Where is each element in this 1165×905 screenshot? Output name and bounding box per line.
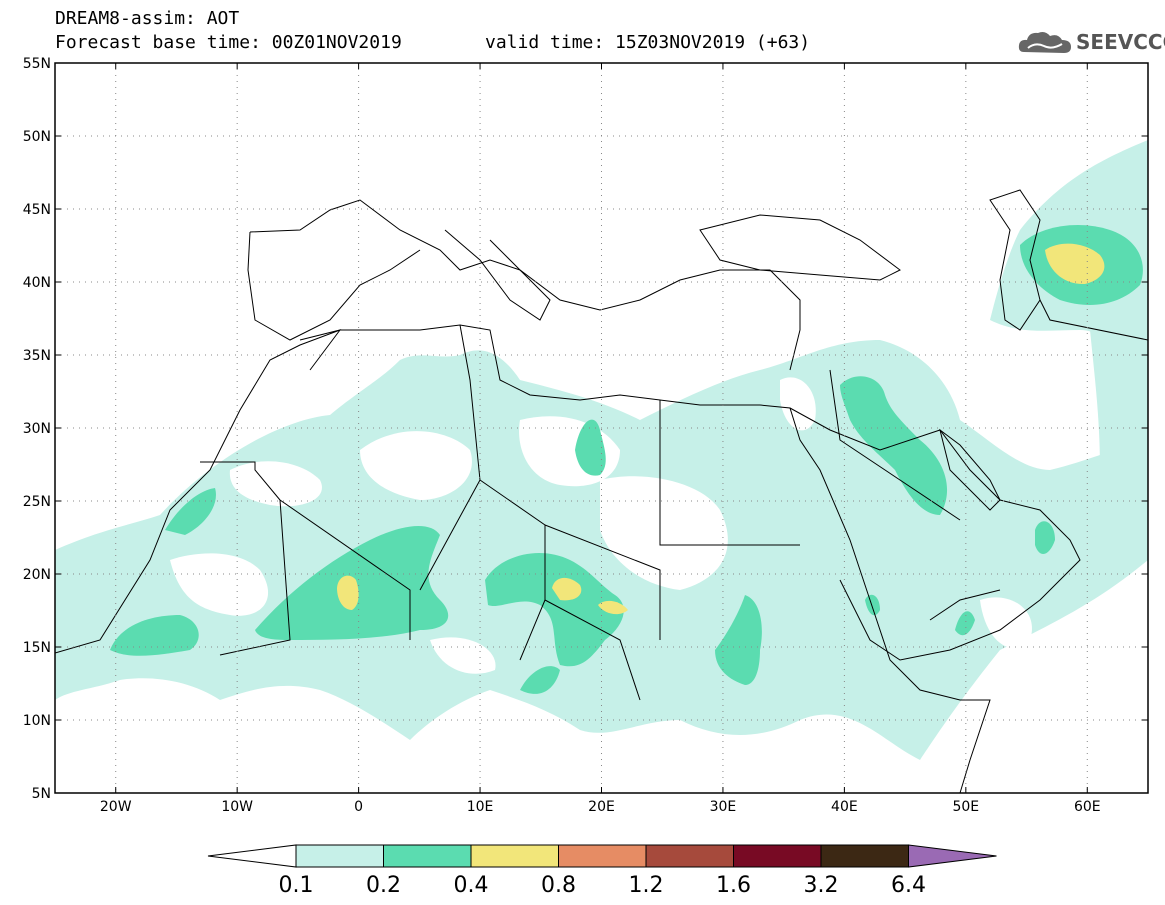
seevccc-logo: SEEVCCC xyxy=(1018,28,1165,58)
colorbar-label: 0.2 xyxy=(366,873,401,898)
persian-gulf-coastline xyxy=(939,428,1001,511)
aot-high-region xyxy=(552,577,582,601)
colorbar-swatch xyxy=(733,844,822,868)
colorbar-swatch xyxy=(470,844,559,868)
aot-medium-layer xyxy=(110,225,1143,694)
aot-high-region xyxy=(1045,243,1105,285)
arabia-coastline xyxy=(789,407,1081,661)
low-aot-gap xyxy=(600,476,728,590)
lon-tick-label: 60E xyxy=(1074,799,1101,815)
africa-coastline xyxy=(55,324,991,793)
lon-tick-label: 10E xyxy=(467,799,494,815)
logo-text: SEEVCCC xyxy=(1076,30,1165,54)
axis-ticks: 55N 50N 45N 40N 35N 30N 25N 20N 15N 10N 5N 20W 10W 0 1… xyxy=(23,56,1148,815)
lat-tick-label: 30N xyxy=(23,421,51,437)
aot-medium-region xyxy=(1035,521,1055,555)
lat-tick-label: 5N xyxy=(32,786,51,802)
colorbar-swatch xyxy=(820,844,909,868)
map-title: DREAM8-assim: AOT xyxy=(55,8,240,29)
colorbar-label: 0.4 xyxy=(454,873,489,898)
lat-tick-label: 15N xyxy=(23,640,51,656)
country-borders xyxy=(200,299,1148,701)
lon-tick-label: 30E xyxy=(710,799,737,815)
colorbar-labels: 0.1 0.2 0.4 0.8 1.2 1.6 3.2 6.4 xyxy=(279,873,927,898)
colorbar-swatches xyxy=(295,844,997,868)
low-aot-gap xyxy=(980,597,1032,648)
graticule xyxy=(55,63,1148,793)
colorbar-swatch xyxy=(295,844,384,868)
colorbar-right-arrow xyxy=(908,844,997,868)
aot-medium-region xyxy=(865,594,880,616)
lat-tick-label: 35N xyxy=(23,348,51,364)
colorbar-swatch xyxy=(645,844,734,868)
aot-medium-region xyxy=(575,419,606,476)
colorbar-swatch xyxy=(383,844,472,868)
aot-medium-region xyxy=(110,615,199,656)
italy-coastline xyxy=(444,229,551,321)
aot-light-region xyxy=(1090,330,1148,480)
low-aot-gap xyxy=(229,461,322,507)
lat-tick-label: 40N xyxy=(23,275,51,291)
aot-medium-region xyxy=(165,488,216,535)
valid-time: valid time: 15Z03NOV2019 (+63) xyxy=(485,32,811,53)
colorbar-label: 3.2 xyxy=(804,873,839,898)
aot-medium-region xyxy=(955,611,975,636)
colorbar-left-arrow xyxy=(207,844,297,868)
lon-tick-label: 20E xyxy=(588,799,615,815)
lat-tick-label: 20N xyxy=(23,567,51,583)
lon-tick-label: 0 xyxy=(354,799,363,815)
aot-high-region xyxy=(598,600,628,615)
lat-tick-label: 45N xyxy=(23,202,51,218)
europe-coastline xyxy=(249,199,801,371)
aot-high-layer xyxy=(337,243,1105,615)
aot-high-region xyxy=(337,575,359,610)
colorbar-label: 0.8 xyxy=(541,873,576,898)
colorbar-label: 1.6 xyxy=(716,873,751,898)
iberia-coastline xyxy=(247,231,421,341)
low-aot-gap xyxy=(360,431,472,500)
colorbar-label: 0.1 xyxy=(279,873,314,898)
lat-tick-label: 10N xyxy=(23,713,51,729)
low-aot-gap xyxy=(1050,377,1081,423)
coastlines-borders xyxy=(55,189,1148,793)
lon-tick-label: 50E xyxy=(952,799,979,815)
black-sea-coastline xyxy=(699,214,901,281)
colorbar: 0.1 0.2 0.4 0.8 1.2 1.6 3.2 6.4 xyxy=(207,844,997,898)
aot-medium-region xyxy=(715,595,762,685)
low-aot-gap xyxy=(170,553,269,616)
aot-medium-region xyxy=(520,666,560,694)
cloud-icon xyxy=(1018,32,1071,53)
lat-tick-label: 25N xyxy=(23,494,51,510)
forecast-base-time: Forecast base time: 00Z01NOV2019 xyxy=(55,32,402,53)
lon-tick-label: 40E xyxy=(831,799,858,815)
caspian-sea-coastline xyxy=(989,189,1041,331)
lon-tick-label: 20W xyxy=(100,799,132,815)
lon-tick-label: 10W xyxy=(221,799,253,815)
low-aot-gap xyxy=(430,637,496,674)
colorbar-label: 1.2 xyxy=(629,873,664,898)
lat-tick-label: 55N xyxy=(23,56,51,72)
aot-medium-region xyxy=(485,552,624,667)
lat-tick-label: 50N xyxy=(23,129,51,145)
colorbar-swatch xyxy=(558,844,647,868)
colorbar-label: 6.4 xyxy=(891,873,926,898)
